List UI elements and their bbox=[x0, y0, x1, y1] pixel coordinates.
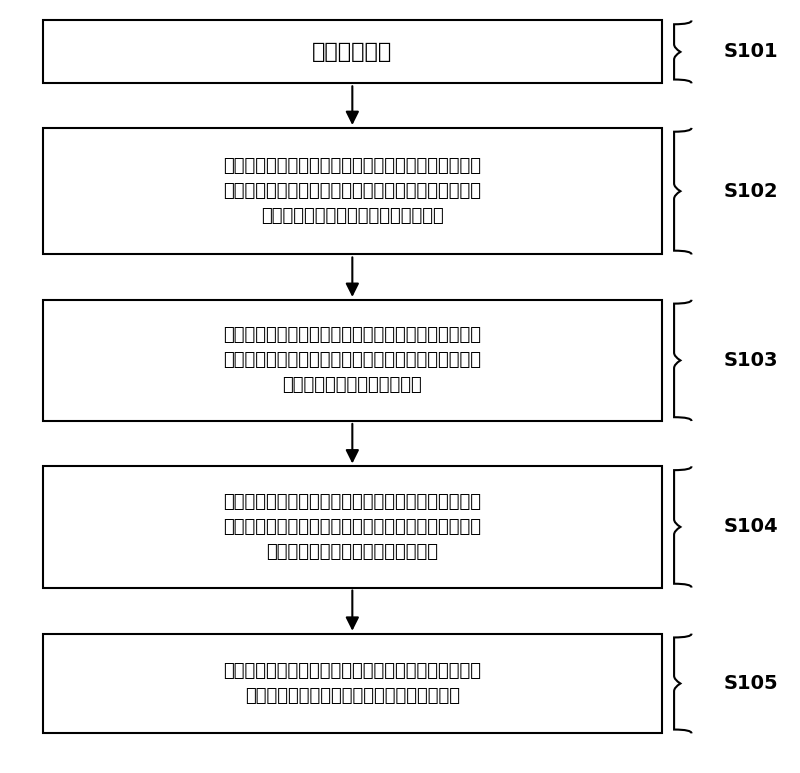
Text: S103: S103 bbox=[723, 351, 778, 370]
Text: 将谱图数据块平均分给各个主进程。每个主进程将分配
给自己谱图数据块按照质量范围从高到低排序，动态指
派给空闲的从进程进行肽谱匹配鉴定: 将谱图数据块平均分给各个主进程。每个主进程将分配 给自己谱图数据块按照质量范围从… bbox=[223, 493, 482, 561]
Bar bbox=[42, 300, 662, 421]
Bar bbox=[42, 466, 662, 587]
Text: S102: S102 bbox=[723, 182, 778, 201]
Text: S104: S104 bbox=[723, 517, 778, 536]
Text: 设定搜索参数: 设定搜索参数 bbox=[312, 42, 393, 62]
Text: 汇总鉴定结果，利用鉴定到的肽序列查找对应的蛋白质
序列，进行肽到蛋白质的推断，生成输出文件: 汇总鉴定结果，利用鉴定到的肽序列查找对应的蛋白质 序列，进行肽到蛋白质的推断，生… bbox=[223, 662, 482, 705]
Bar bbox=[42, 20, 662, 83]
Text: 输入蛋白质序列库，利用集群中的多个处理器进程对蛋
白质序列进行理论酶切，将得到的肽段按理论母离子质
量进行排序、去冗余、创建索引文件块: 输入蛋白质序列库，利用集群中的多个处理器进程对蛋 白质序列进行理论酶切，将得到的… bbox=[223, 157, 482, 225]
Text: 输入质谱数据，利用集群中的多个处理器进程对质谱数
据按照实验母离子质量排序，将排序后的质谱数据按顺
序存储到多个谱图数据块当中: 输入质谱数据，利用集群中的多个处理器进程对质谱数 据按照实验母离子质量排序，将排… bbox=[223, 326, 482, 394]
Bar bbox=[42, 634, 662, 734]
Text: S101: S101 bbox=[723, 43, 778, 61]
Bar bbox=[42, 128, 662, 254]
Text: S105: S105 bbox=[723, 674, 778, 693]
